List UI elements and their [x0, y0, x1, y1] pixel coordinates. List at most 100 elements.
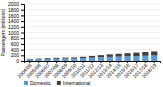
bars — [27, 51, 158, 61]
tick-mark — [47, 61, 48, 63]
tick-mark — [100, 61, 101, 63]
tick-label: 200 — [11, 52, 20, 58]
tick-mark — [56, 61, 57, 63]
tick: 200 — [11, 52, 24, 58]
tick-mark — [145, 61, 146, 63]
bar — [142, 52, 148, 56]
tick-label: 1800 — [8, 7, 19, 13]
bar — [80, 57, 86, 58]
bar — [98, 57, 104, 61]
bar — [62, 59, 68, 61]
bar — [133, 53, 139, 56]
tick: 1400 — [8, 18, 24, 24]
tick: 800 — [11, 35, 24, 41]
tick-mark — [154, 61, 155, 63]
bar — [27, 58, 33, 60]
tick-label: 2000 — [8, 1, 19, 7]
tick-mark — [21, 4, 24, 5]
bar — [44, 59, 50, 61]
grid-line — [24, 4, 160, 5]
bar — [53, 57, 59, 59]
tick-mark — [65, 61, 66, 63]
legend-swatch — [57, 81, 61, 85]
tick-mark — [21, 38, 24, 39]
series — [27, 51, 158, 59]
tick-mark — [21, 21, 24, 22]
tick: 400 — [11, 47, 24, 53]
tick-label: 1400 — [8, 18, 19, 24]
tick: 1200 — [8, 24, 24, 30]
tick: 1000 — [8, 30, 24, 36]
grid-line — [24, 15, 160, 16]
bar — [107, 57, 113, 61]
bar — [124, 53, 130, 56]
tick-mark — [21, 44, 24, 45]
grid-line — [24, 9, 160, 10]
bar — [36, 58, 42, 60]
bar — [71, 57, 77, 58]
tick-label: 800 — [11, 35, 20, 41]
chart: 0200400600800100012001400160018002000200… — [0, 0, 163, 87]
bar — [71, 58, 77, 61]
bar — [142, 56, 148, 61]
legend-item: Domestic — [24, 80, 51, 86]
grid-line — [24, 38, 160, 39]
y-axis: 0200400600800100012001400160018002000 — [8, 1, 25, 64]
tick-mark — [92, 61, 93, 63]
tick-mark — [21, 27, 24, 28]
bar — [89, 56, 95, 58]
tick: 1800 — [8, 7, 24, 13]
tick-mark — [21, 10, 24, 11]
series — [27, 55, 158, 61]
tick-mark — [109, 61, 110, 63]
tick-label: 0 — [16, 58, 19, 64]
bar — [116, 54, 122, 57]
bar — [80, 58, 86, 61]
legend: Domestic International — [24, 80, 90, 86]
x-axis: 2004/052005/062006/072007/082008/092009/… — [16, 61, 161, 79]
grid-line — [24, 32, 160, 33]
grid-line — [24, 21, 160, 22]
tick-mark — [21, 33, 24, 34]
tick-mark — [83, 61, 84, 63]
bar — [36, 59, 42, 61]
tick-mark — [136, 61, 137, 63]
bar — [151, 51, 157, 55]
legend-swatch — [24, 81, 28, 85]
bar — [124, 56, 130, 61]
bar — [44, 58, 50, 60]
tick-mark — [29, 61, 30, 63]
y-axis-title: Passengers (millions) — [0, 8, 6, 56]
legend-label: International — [63, 80, 91, 86]
tick-label: 1000 — [8, 30, 19, 36]
tick-label: 1600 — [8, 13, 19, 19]
tick: 2018/19 — [140, 61, 157, 79]
bar — [133, 56, 139, 61]
tick-label: 2018/19 — [140, 62, 157, 79]
legend-label: Domestic — [30, 80, 51, 86]
grid-line — [24, 55, 160, 56]
axis-line — [21, 5, 25, 62]
tick: 2000 — [8, 1, 24, 7]
tick-mark — [118, 61, 119, 63]
tick-mark — [38, 61, 39, 63]
tick-mark — [127, 61, 128, 63]
grid-line — [24, 26, 160, 27]
grid-line — [24, 49, 160, 50]
bar — [27, 59, 33, 61]
bar — [89, 58, 95, 61]
tick: 600 — [11, 41, 24, 47]
tick: 0 — [16, 58, 24, 64]
grid — [24, 4, 160, 61]
grid-line — [24, 43, 160, 44]
tick-label: 400 — [11, 47, 20, 53]
bar — [98, 55, 104, 57]
legend-item: International — [57, 80, 91, 86]
tick-label: 600 — [11, 41, 20, 47]
tick-mark — [21, 50, 24, 51]
bar — [53, 59, 59, 61]
tick-mark — [21, 55, 24, 56]
bar — [107, 54, 113, 57]
tick: 1600 — [8, 13, 24, 19]
tick-label: 1200 — [8, 24, 19, 30]
